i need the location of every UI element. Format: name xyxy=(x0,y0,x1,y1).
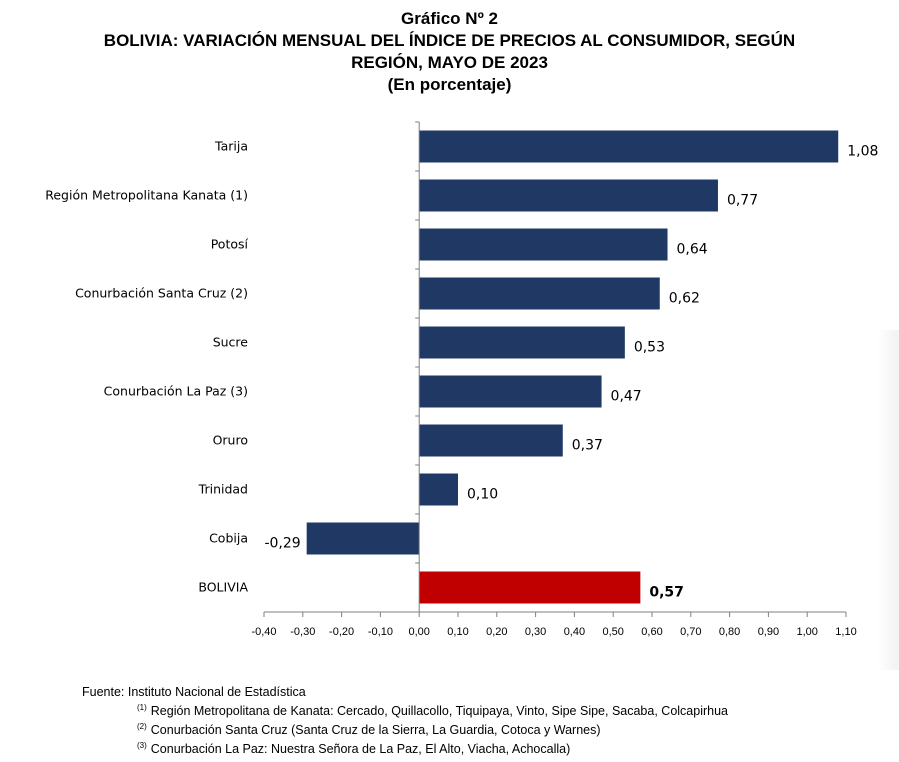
footnotes: Fuente: Instituto Nacional de Estadístic… xyxy=(82,684,728,757)
x-tick-label: 0,60 xyxy=(641,626,662,638)
value-label-bolivia: 0,57 xyxy=(649,585,684,601)
bar-conurbacion-la-paz-3 xyxy=(419,375,602,408)
chart-title-block: Gráfico Nº 2 BOLIVIA: VARIACIÓN MENSUAL … xyxy=(0,8,899,96)
x-tick-label: -0,20 xyxy=(329,626,354,638)
x-tick-label: 0,40 xyxy=(564,626,585,638)
value-label-sucre: 0,53 xyxy=(634,340,665,356)
value-label-conurbacion-la-paz-3: 0,47 xyxy=(611,389,642,405)
x-tick-label: -0,30 xyxy=(290,626,315,638)
footnote-1-text: Región Metropolitana de Kanata: Cercado,… xyxy=(150,704,728,719)
value-label-cobija: -0,29 xyxy=(264,536,300,552)
category-label-region-metropolitana-kanata-1: Región Metropolitana Kanata (1) xyxy=(45,188,248,203)
bar-region-metropolitana-kanata-1 xyxy=(419,179,718,212)
x-tick-label: 0,80 xyxy=(719,626,740,638)
value-labels-group: 1,08 0,77 0,64 0,62 0,53 0,47 0,37 0,10 -0,29 0,5… xyxy=(264,144,878,601)
value-label-conurbacion-santa-cruz-2: 0,62 xyxy=(669,291,700,307)
x-axis: -0,40 -0,30 -0,20 -0,10 0,00 0,10 0,20 0,30 0,40… xyxy=(251,121,857,638)
footnote-2-marker: (2) xyxy=(137,722,147,732)
value-label-tarija: 1,08 xyxy=(847,144,878,160)
footnote-2-text: Conurbación Santa Cruz (Santa Cruz de la… xyxy=(150,723,601,738)
x-tick-label: 1,10 xyxy=(835,626,856,638)
x-tick-label: 0,70 xyxy=(680,626,701,638)
x-tick-label: 0,20 xyxy=(486,626,507,638)
footnote-3: (3) Conurbación La Paz: Nuestra Señora de… xyxy=(82,738,728,757)
chart-number: Gráfico Nº 2 xyxy=(401,9,498,28)
footnote-3-text: Conurbación La Paz: Nuestra Señora de La… xyxy=(150,742,571,757)
bar-trinidad xyxy=(419,473,458,506)
bar-potosi xyxy=(419,228,668,261)
category-label-oruro: Oruro xyxy=(213,433,248,448)
category-label-tarija: Tarija xyxy=(214,139,248,154)
category-label-trinidad: Trinidad xyxy=(198,482,248,497)
footnote-1: (1) Región Metropolitana de Kanata: Cerca… xyxy=(82,700,728,719)
category-label-bolivia: BOLIVIA xyxy=(198,580,248,595)
category-label-sucre: Sucre xyxy=(213,335,249,350)
value-label-oruro: 0,37 xyxy=(572,438,603,454)
bars-group xyxy=(306,130,839,604)
decorative-edge-shade xyxy=(877,330,899,670)
x-tick-label: 0,10 xyxy=(447,626,468,638)
bar-conurbacion-santa-cruz-2 xyxy=(419,277,660,310)
footnote-3-marker: (3) xyxy=(137,741,147,751)
bar-chart: Tarija Región Metropolitana Kanata (1) Pot… xyxy=(45,121,878,638)
chart-title-line-1: BOLIVIA: VARIACIÓN MENSUAL DEL ÍNDICE DE… xyxy=(103,31,796,50)
source-note: Fuente: Instituto Nacional de Estadístic… xyxy=(82,685,306,699)
footnote-1-marker: (1) xyxy=(137,703,147,712)
x-tick-label: -0,40 xyxy=(251,626,276,638)
x-tick-label: 0,50 xyxy=(602,626,623,638)
category-label-cobija: Cobija xyxy=(209,531,248,546)
x-tick-label: 0,30 xyxy=(525,626,546,638)
value-label-region-metropolitana-kanata-1: 0,77 xyxy=(727,193,758,209)
x-tick-label: -0,10 xyxy=(368,626,393,638)
category-label-potosi: Potosí xyxy=(211,237,249,252)
category-label-conurbacion-santa-cruz-2: Conurbación Santa Cruz (2) xyxy=(75,286,248,301)
chart-subtitle: (En porcentaje) xyxy=(387,75,512,94)
chart-title-line-2: REGIÓN, MAYO DE 2023 xyxy=(351,53,548,72)
bar-cobija xyxy=(306,522,420,555)
category-label-conurbacion-la-paz-3: Conurbación La Paz (3) xyxy=(104,384,248,399)
value-label-trinidad: 0,10 xyxy=(467,487,498,503)
x-tick-label: 0,00 xyxy=(408,626,429,638)
category-labels-group: Tarija Región Metropolitana Kanata (1) Pot… xyxy=(45,139,248,595)
x-tick-label: 1,00 xyxy=(796,626,817,638)
footnote-2: (2) Conurbación Santa Cruz (Santa Cruz de… xyxy=(82,719,728,738)
bar-sucre xyxy=(419,326,625,359)
bar-bolivia xyxy=(419,571,641,604)
bar-tarija xyxy=(419,130,839,163)
bar-oruro xyxy=(419,424,563,457)
value-label-potosi: 0,64 xyxy=(677,242,708,258)
x-tick-label: 0,90 xyxy=(758,626,779,638)
